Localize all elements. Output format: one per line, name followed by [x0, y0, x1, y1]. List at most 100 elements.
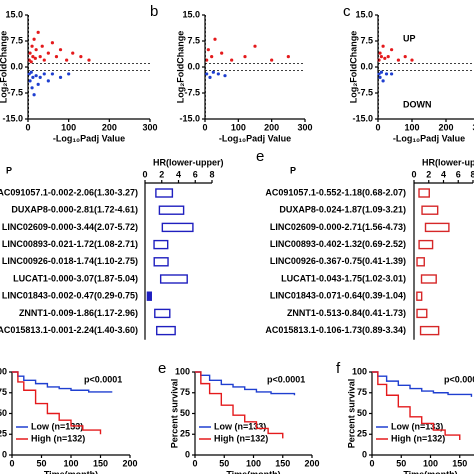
x-tick-label: 100	[63, 458, 78, 468]
point	[208, 75, 212, 79]
survival-curve	[12, 371, 113, 393]
ci-box	[158, 205, 185, 215]
point	[71, 51, 75, 55]
point	[378, 75, 382, 79]
point	[270, 58, 274, 62]
ci-box	[154, 308, 171, 319]
point	[42, 58, 46, 62]
point	[65, 58, 69, 62]
point	[32, 93, 36, 97]
y-tick-label: -15.0	[352, 113, 373, 123]
x-tick-label: 150	[275, 458, 290, 468]
point	[216, 72, 220, 76]
x-tick-label: 4	[441, 169, 446, 179]
point	[205, 72, 209, 76]
point	[210, 55, 214, 59]
point	[390, 48, 394, 52]
point	[28, 79, 32, 83]
y-tick-label: 15.0	[355, 9, 373, 19]
point	[377, 58, 381, 62]
row-label: LINC00893-0.402-1.32(0.69-2.52)	[270, 239, 406, 249]
point	[253, 44, 257, 48]
row-label: AC015813.1-0.106-1.73(0.89-3.34)	[265, 325, 406, 335]
x-tick-label: 100	[404, 122, 419, 132]
point	[42, 72, 46, 76]
x-tick-label: 2	[426, 169, 431, 179]
point	[46, 79, 50, 83]
point	[50, 72, 55, 76]
x-tick-label: 300	[142, 122, 157, 132]
point	[54, 55, 59, 59]
x-tick-label: 200	[304, 458, 319, 468]
point	[286, 55, 290, 59]
hr-header: HR(lower-upper)	[153, 157, 224, 167]
x-tick-label: 200	[102, 122, 117, 132]
y-tick-label: 0.0	[10, 61, 23, 71]
ci-box	[153, 257, 169, 267]
point	[36, 30, 40, 34]
ci-box	[419, 325, 440, 336]
legend-label: Low (n=133)	[391, 421, 443, 431]
legend-label: High (n=132)	[31, 433, 85, 443]
point	[29, 70, 33, 74]
row-label: LINC02609-0.000-2.71(1.56-4.73)	[270, 222, 406, 232]
ci-box	[159, 274, 188, 284]
y-tick-label: 75	[0, 387, 7, 397]
y-tick-label: 0.0	[187, 61, 200, 71]
point	[206, 48, 210, 52]
p-header: P	[290, 165, 296, 175]
y-tick-label: -15.0	[179, 113, 200, 123]
x-tick-label: 200	[438, 122, 453, 132]
legend-label: Low (n=133)	[31, 421, 83, 431]
y-tick-label: -7.5	[7, 87, 23, 97]
x-tick-label: 200	[264, 122, 279, 132]
x-tick-label: 100	[423, 458, 438, 468]
point	[30, 86, 34, 90]
annotation: UP	[403, 33, 416, 43]
point	[379, 55, 383, 59]
row-label: LINC01843-0.002-0.47(0.29-0.75)	[2, 291, 138, 301]
x-axis-title: -Log₁₀Padj Value	[393, 133, 465, 143]
ci-box	[416, 308, 428, 319]
y-tick-label: 7.5	[10, 35, 23, 45]
x-tick-label: 6	[193, 169, 198, 179]
point	[378, 51, 382, 55]
x-tick-label: 100	[231, 122, 246, 132]
x-tick-label: 50	[219, 458, 229, 468]
x-tick-label: 0	[369, 458, 374, 468]
y-tick-label: 15.0	[5, 9, 23, 19]
point	[383, 56, 387, 60]
point	[33, 56, 37, 60]
row-label: LUCAT1-0.000-3.07(1.87-5.04)	[13, 273, 138, 283]
panel-label: e	[256, 148, 264, 165]
point	[220, 51, 224, 55]
point	[87, 58, 91, 62]
x-tick-label: 8	[209, 169, 214, 179]
x-tick-label: 0	[411, 169, 416, 179]
point	[377, 72, 381, 76]
point	[384, 72, 389, 76]
y-axis-title: Log₂FoldChange	[175, 31, 185, 104]
survival-curve	[12, 371, 102, 435]
x-tick-label: 0	[375, 122, 380, 132]
point	[29, 60, 33, 64]
row-label: LINC00926-0.367-0.75(0.41-1.39)	[270, 256, 406, 266]
y-tick-label: 25	[180, 429, 190, 439]
ci-box	[146, 291, 152, 301]
panel-label: e	[158, 360, 166, 377]
panel-label: f	[336, 360, 341, 377]
x-tick-label: 2	[159, 169, 164, 179]
row-label: AC091057.1-0.552-1.18(0.68-2.07)	[265, 187, 406, 197]
ci-box	[424, 222, 450, 233]
x-tick-label: 0	[142, 169, 147, 179]
point	[410, 58, 414, 62]
ci-box	[420, 274, 437, 284]
x-tick-label: 0	[202, 122, 207, 132]
axes	[27, 15, 150, 120]
ci-box	[155, 188, 174, 198]
point	[58, 75, 63, 79]
row-label: AC091057.1-0.002-2.06(1.30-3.27)	[0, 187, 138, 197]
hr-header: HR(lower-uppper)	[422, 157, 474, 167]
legend-label: High (n=132)	[214, 433, 268, 443]
point	[32, 37, 36, 41]
